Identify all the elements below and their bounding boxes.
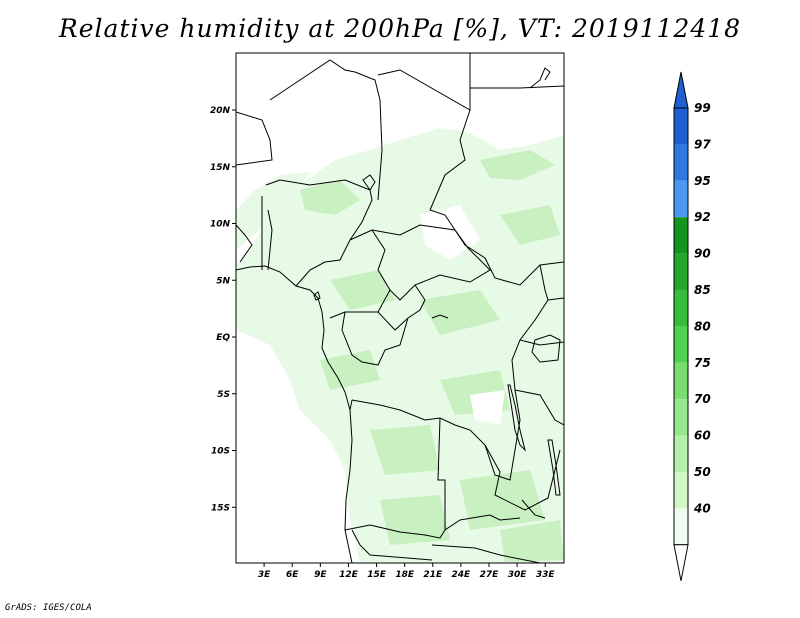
longitude-axis: 3E 6E 9E 12E 15E 18E 21E 24E 27E 30E 33E — [258, 563, 555, 580]
coast-sinai — [529, 67, 551, 89]
humidity-patch-3 — [500, 205, 560, 245]
lat-tick-label: 15S — [211, 503, 230, 513]
west-africa-coast — [236, 265, 353, 563]
colorbar-label: 95 — [694, 174, 711, 188]
colorbar-segment — [674, 326, 688, 363]
humidity-patch-10 — [380, 495, 450, 545]
humidity-patch-8 — [370, 425, 440, 475]
colorbar-bottom-arrow — [673, 544, 689, 581]
border-niger-chad — [377, 53, 471, 111]
humidity-patch-6 — [320, 350, 380, 390]
colorbar-label: 50 — [694, 465, 711, 479]
lake-malawi — [547, 439, 561, 496]
border-car — [371, 224, 491, 301]
lon-tick-label: 12E — [339, 570, 359, 580]
colorbar-label: 75 — [694, 356, 711, 370]
border-east-africa — [514, 297, 564, 426]
colorbar-segment — [674, 144, 688, 181]
border-congo — [341, 284, 426, 366]
border-cameroon — [329, 229, 391, 319]
colorbar-segment — [674, 362, 688, 400]
lon-tick-label: 9E — [314, 570, 327, 580]
colorbar-segment — [674, 290, 688, 327]
map-frame — [235, 52, 565, 564]
lon-tick-label: 27E — [480, 570, 500, 580]
lake-fragment-2 — [521, 499, 546, 519]
lat-tick-label: 5N — [216, 276, 230, 286]
border-libya-egypt — [470, 85, 564, 89]
lat-tick-label: 20N — [210, 106, 231, 116]
border-zambia — [437, 417, 561, 530]
humidity-patch-4 — [330, 270, 395, 310]
humidity-patch-9 — [460, 470, 545, 530]
humidity-shading-west — [236, 172, 310, 250]
lon-tick-label: 33E — [536, 570, 556, 580]
lake-chad — [362, 174, 376, 191]
border-namibia — [351, 529, 541, 563]
colorbar-label: 40 — [693, 501, 711, 515]
colorbar-segment — [674, 108, 688, 145]
colorbar-label: 97 — [694, 137, 711, 151]
dry-gap-center — [470, 390, 505, 425]
lon-tick-label: 18E — [395, 570, 415, 580]
humidity-patch-5 — [420, 290, 500, 335]
lat-tick-label: 10N — [210, 220, 231, 230]
boundaries — [236, 53, 564, 563]
colorbar-label: 90 — [694, 247, 711, 261]
lon-tick-label: 15E — [367, 570, 387, 580]
credit-label: GrADS: IGES/COLA — [5, 603, 92, 613]
border-nigeria — [265, 179, 373, 287]
colorbar-label: 92 — [694, 210, 711, 224]
lon-tick-label: 6E — [286, 570, 299, 580]
border-small-west — [236, 224, 253, 263]
colorbar-segment — [674, 399, 688, 436]
colorbar-segment — [674, 180, 688, 218]
latitude-axis: 20N 15N 10N 5N EQ 5S 10S 15S — [210, 106, 236, 513]
colorbar-top-arrow — [673, 71, 689, 109]
colorbar-segment — [674, 253, 688, 290]
colorbar-label: 99 — [694, 101, 711, 115]
border-sahara — [236, 111, 273, 166]
border-angola — [344, 399, 521, 539]
humidity-patch-2 — [480, 150, 555, 180]
colorbar-segment — [674, 508, 688, 545]
colorbar-segment — [674, 435, 688, 472]
border-drc — [351, 264, 549, 481]
border-benin-togo — [261, 196, 273, 271]
humidity-patch-11 — [500, 520, 564, 562]
lon-tick-label: 3E — [258, 570, 271, 580]
lon-tick-label: 21E — [423, 570, 443, 580]
lat-tick-label: EQ — [216, 333, 230, 343]
lon-tick-label: 24E — [452, 570, 472, 580]
lat-tick-label: 10S — [211, 447, 230, 457]
lake-victoria — [531, 334, 561, 363]
lat-tick-label: 5S — [217, 390, 230, 400]
humidity-patch-1 — [300, 180, 360, 215]
lake-tanganyika — [507, 384, 526, 452]
colorbar-segment — [674, 472, 688, 509]
border-mali-niger — [269, 59, 383, 201]
colorbar-label: 70 — [694, 392, 711, 406]
lake-fragment-1 — [431, 314, 449, 319]
colorbar: 99 97 95 92 90 85 80 75 70 60 50 40 — [673, 71, 711, 581]
colorbar-segment — [674, 217, 688, 254]
colorbar-label: 60 — [694, 429, 711, 443]
map-title: Relative humidity at 200hPa [%], VT: 201… — [58, 14, 742, 43]
lat-tick-label: 15N — [210, 163, 231, 173]
lon-tick-label: 30E — [508, 570, 528, 580]
colorbar-label: 80 — [694, 319, 711, 333]
island-bioko — [313, 291, 321, 301]
dry-gap-north — [420, 205, 480, 260]
colorbar-label: 85 — [694, 283, 711, 297]
